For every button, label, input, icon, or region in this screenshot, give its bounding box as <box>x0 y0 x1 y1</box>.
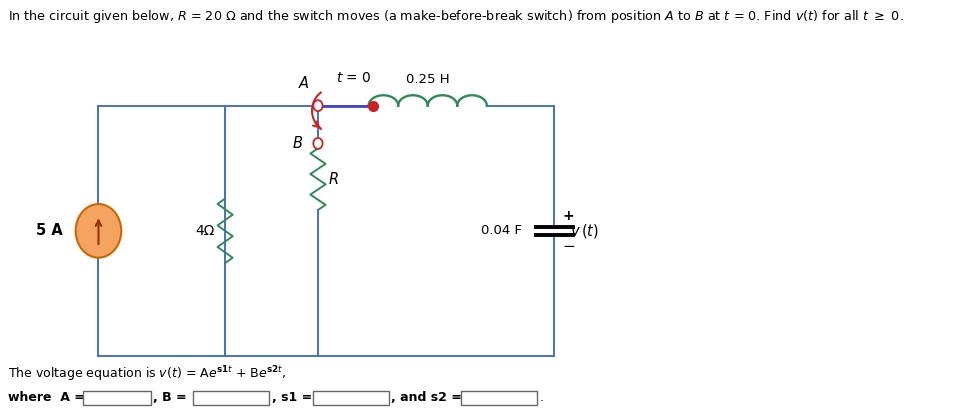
Circle shape <box>313 138 323 149</box>
Bar <box>193 391 269 405</box>
Text: 20: 20 <box>109 391 125 404</box>
Text: , B =: , B = <box>154 391 191 404</box>
Text: 0.04 F: 0.04 F <box>481 225 522 237</box>
Text: +: + <box>563 209 574 223</box>
Text: In the circuit given below, $R$ = 20 $\Omega$ and the switch moves (a make-befor: In the circuit given below, $R$ = 20 $\O… <box>8 8 904 25</box>
Text: , s1 =: , s1 = <box>271 391 316 404</box>
Bar <box>461 391 537 405</box>
Text: The voltage equation is $v(t)$ = A$e^{\mathbf{s1}t}$ + B$e^{\mathbf{s2}t}$,: The voltage equation is $v(t)$ = A$e^{\m… <box>8 364 287 384</box>
Circle shape <box>313 100 323 111</box>
Text: $t$ = 0: $t$ = 0 <box>335 71 371 85</box>
Text: where  A =: where A = <box>8 391 89 404</box>
Text: 5 A: 5 A <box>36 223 63 238</box>
Circle shape <box>76 204 122 258</box>
Bar <box>313 391 389 405</box>
Text: $A$: $A$ <box>297 75 309 91</box>
Text: $B$: $B$ <box>293 135 303 151</box>
Text: $R$: $R$ <box>329 171 339 187</box>
Text: −: − <box>563 239 575 254</box>
Text: $v\,(t)$: $v\,(t)$ <box>570 222 599 240</box>
Text: 0.25 H: 0.25 H <box>406 73 449 86</box>
Text: 4: 4 <box>347 391 355 404</box>
Text: .: . <box>540 391 544 404</box>
Text: , and s2 =: , and s2 = <box>392 391 467 404</box>
Bar <box>84 391 151 405</box>
Text: 4Ω: 4Ω <box>195 224 215 238</box>
